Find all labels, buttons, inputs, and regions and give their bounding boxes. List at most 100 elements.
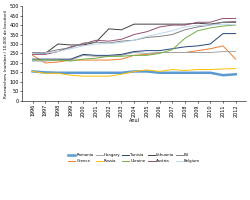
Ukraine xyxy=(132,54,136,57)
Austria xyxy=(222,17,224,20)
Line: Hungary: Hungary xyxy=(32,52,236,61)
Hungary xyxy=(209,51,212,54)
Lithuania xyxy=(69,44,72,46)
Hungary xyxy=(196,51,199,54)
Line: Lithuania: Lithuania xyxy=(32,22,236,53)
Greece xyxy=(56,61,59,63)
Lithuania xyxy=(44,52,47,55)
Hungary xyxy=(94,55,98,57)
Lithuania xyxy=(56,43,59,45)
Greece xyxy=(222,45,224,47)
Austria xyxy=(69,46,72,48)
Austria xyxy=(120,38,123,40)
Line: Tunisia: Tunisia xyxy=(32,34,236,59)
Tunisia xyxy=(132,50,136,53)
Russia xyxy=(234,67,237,70)
Austria xyxy=(82,43,85,45)
Romania xyxy=(82,72,85,74)
Austria xyxy=(94,39,98,41)
Belgium xyxy=(222,23,224,25)
Romania xyxy=(56,72,59,74)
EU xyxy=(94,41,98,43)
Ukraine xyxy=(209,27,212,29)
Romania xyxy=(44,71,47,74)
Belgium xyxy=(196,24,199,27)
EU xyxy=(56,48,59,51)
Lithuania xyxy=(196,22,199,24)
Romania xyxy=(184,72,186,74)
Tunisia xyxy=(31,58,34,60)
Ukraine xyxy=(196,30,199,32)
Russia xyxy=(69,74,72,76)
Ukraine xyxy=(120,55,123,57)
Lithuania xyxy=(120,29,123,31)
Romania xyxy=(234,73,237,75)
Belgium xyxy=(184,26,186,28)
Tunisia xyxy=(56,58,59,60)
Belgium xyxy=(94,43,98,45)
Tunisia xyxy=(94,54,98,57)
Greece xyxy=(107,59,110,61)
EU xyxy=(158,35,161,38)
EU xyxy=(184,29,186,31)
Belgium xyxy=(234,24,237,26)
Greece xyxy=(209,48,212,50)
Ukraine xyxy=(171,48,174,51)
Hungary xyxy=(44,60,47,62)
Russia xyxy=(184,69,186,72)
Greece xyxy=(31,54,34,57)
EU xyxy=(145,36,148,39)
Tunisia xyxy=(171,48,174,50)
Hungary xyxy=(132,51,136,54)
Tunisia xyxy=(196,45,199,47)
EU xyxy=(222,21,224,23)
Ukraine xyxy=(234,24,237,26)
Greece xyxy=(69,59,72,61)
Tunisia xyxy=(69,58,72,60)
Russia xyxy=(31,70,34,73)
EU xyxy=(44,51,47,54)
Belgium xyxy=(31,52,34,55)
Belgium xyxy=(82,45,85,47)
Y-axis label: Researchers (number / 10,000 de locuitori): Researchers (number / 10,000 de locuitor… xyxy=(4,9,8,98)
Austria xyxy=(107,40,110,42)
Lithuania xyxy=(94,41,98,43)
Tunisia xyxy=(222,32,224,35)
Belgium xyxy=(209,24,212,26)
EU xyxy=(120,40,123,42)
Tunisia xyxy=(184,46,186,48)
Hungary xyxy=(158,51,161,54)
Russia xyxy=(145,69,148,71)
Romania xyxy=(158,72,161,74)
Greece xyxy=(94,59,98,61)
Belgium xyxy=(171,30,174,32)
Belgium xyxy=(107,42,110,45)
Russia xyxy=(44,72,47,75)
Tunisia xyxy=(82,53,85,56)
Lithuania xyxy=(145,23,148,25)
Lithuania xyxy=(31,52,34,55)
Austria xyxy=(132,33,136,36)
Romania xyxy=(171,72,174,74)
Tunisia xyxy=(158,49,161,52)
Lithuania xyxy=(222,21,224,23)
Russia xyxy=(132,70,136,73)
Russia xyxy=(120,73,123,75)
Tunisia xyxy=(120,53,123,56)
Austria xyxy=(171,24,174,26)
Romania xyxy=(209,72,212,74)
EU xyxy=(82,42,85,44)
Greece xyxy=(184,51,186,54)
Line: Greece: Greece xyxy=(32,46,236,63)
Romania xyxy=(132,70,136,73)
Tunisia xyxy=(234,32,237,35)
EU xyxy=(196,26,199,28)
Romania xyxy=(94,72,98,74)
Austria xyxy=(209,21,212,23)
Hungary xyxy=(31,60,34,62)
Greece xyxy=(171,51,174,54)
Hungary xyxy=(82,54,85,57)
Russia xyxy=(196,68,199,71)
Romania xyxy=(196,72,199,74)
Line: Belgium: Belgium xyxy=(32,24,236,53)
